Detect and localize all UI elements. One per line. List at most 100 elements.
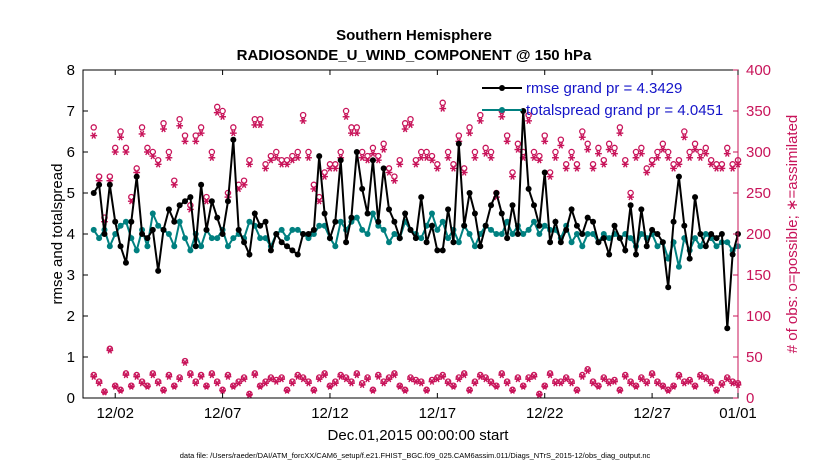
rmse-point — [423, 239, 430, 246]
obs-assimilated-marker — [718, 381, 726, 389]
obs-assimilated-marker — [476, 117, 484, 125]
obs-assimilated-marker — [219, 387, 226, 394]
totalspread-point — [375, 222, 382, 229]
obs-assimilated-marker-stroke — [263, 165, 268, 172]
obs-assimilated-marker-stroke — [263, 379, 268, 387]
obs-assimilated-marker — [401, 125, 409, 133]
obs-assimilated-marker — [294, 154, 302, 162]
totalspread-point — [305, 235, 312, 242]
obs-assimilated-marker — [697, 154, 704, 162]
chart-subtitle: RADIOSONDE_U_WIND_COMPONENT @ 150 hPa — [237, 47, 592, 64]
obs-assimilated-marker-stroke — [139, 130, 145, 138]
totalspread-point — [428, 210, 435, 217]
rmse-point — [643, 243, 650, 250]
totalspread-point — [573, 231, 580, 237]
obs-assimilated-marker — [160, 387, 167, 394]
rmse-point — [606, 251, 613, 258]
rmse-point — [590, 218, 597, 225]
obs-assimilated-marker — [444, 379, 452, 387]
rmse-point — [461, 222, 468, 229]
totalspread-point — [675, 263, 682, 270]
obs-assimilated-marker — [262, 165, 269, 172]
obs-assimilated-marker-stroke — [402, 387, 408, 394]
obs-assimilated-marker — [482, 375, 490, 383]
obs-assimilated-marker — [396, 161, 404, 168]
left-y-axis-label: rmse and totalspread — [49, 164, 66, 305]
obs-assimilated-marker-stroke — [273, 154, 279, 162]
rmse-point — [273, 231, 280, 237]
totalspread-point — [257, 235, 264, 242]
obs-possible-marker — [133, 165, 140, 172]
rmse-point — [541, 169, 548, 176]
obs-possible-marker — [332, 161, 339, 168]
obs-assimilated-marker-stroke — [515, 375, 521, 383]
totalspread-point — [144, 243, 151, 250]
totalspread-point — [316, 222, 323, 229]
rmse-point — [96, 181, 103, 188]
obs-assimilated-marker-stroke — [665, 387, 671, 394]
obs-assimilated-marker — [358, 154, 366, 162]
obs-possible-marker — [192, 132, 199, 139]
rmse-point — [251, 210, 258, 217]
obs-assimilated-marker-stroke — [563, 375, 569, 383]
obs-assimilated-marker — [315, 375, 323, 383]
obs-possible-marker — [144, 382, 151, 389]
obs-possible-marker — [273, 148, 280, 156]
obs-assimilated-marker — [562, 375, 570, 383]
obs-assimilated-marker-stroke — [649, 371, 655, 379]
obs-assimilated-marker-stroke — [177, 122, 182, 130]
rmse-point — [316, 153, 323, 160]
obs-possible-marker — [536, 152, 543, 160]
obs-assimilated-marker — [498, 113, 506, 121]
obs-assimilated-marker-stroke — [241, 181, 247, 189]
obs-assimilated-marker-stroke — [166, 154, 172, 162]
obs-assimilated-marker — [283, 161, 291, 168]
totalspread-point — [455, 239, 462, 246]
obs-assimilated-marker-stroke — [257, 383, 263, 390]
x-axis-ticks: 12/02 12/07 12/12 12/17 12/22 12/27 01/01 — [96, 70, 757, 422]
totalspread-point — [224, 243, 231, 250]
rmse-point — [171, 218, 178, 225]
obs-assimilated-marker-stroke — [247, 161, 252, 168]
obs-assimilated-marker — [144, 383, 151, 390]
obs-assimilated-marker — [611, 378, 618, 385]
obs-possible-marker — [632, 148, 640, 156]
obs-possible-marker — [230, 124, 237, 131]
obs-assimilated-marker-stroke — [644, 379, 650, 387]
obs-assimilated-marker — [605, 146, 613, 153]
obs-assimilated-marker-stroke — [300, 117, 306, 125]
obs-assimilated-marker — [627, 193, 635, 201]
obs-assimilated-marker-stroke — [408, 121, 413, 129]
rmse-point — [573, 222, 580, 229]
rmse-point — [718, 231, 725, 237]
obs-assimilated-marker-stroke — [526, 117, 531, 125]
rmse-point — [257, 222, 264, 229]
totalspread-point — [627, 235, 634, 242]
obs-assimilated-marker-stroke — [96, 379, 102, 387]
obs-possible-marker — [670, 382, 677, 389]
obs-assimilated-marker — [670, 165, 677, 172]
rmse-point — [418, 194, 425, 201]
obs-possible-marker — [106, 173, 114, 180]
rmse-point — [638, 206, 645, 213]
obs-assimilated-marker — [675, 373, 683, 380]
obs-possible-marker — [611, 144, 618, 152]
totalspread-point — [466, 231, 473, 237]
obs-assimilated-marker-stroke — [123, 148, 129, 156]
totalspread-point — [692, 235, 699, 242]
obs-assimilated-marker — [186, 371, 194, 379]
obs-assimilated-marker-stroke — [327, 165, 333, 172]
totalspread-point — [310, 231, 317, 237]
rmse-point — [498, 210, 505, 217]
obs-possible-marker — [622, 156, 629, 164]
obs-assimilated-marker-stroke — [617, 387, 623, 394]
obs-assimilated-marker — [364, 156, 371, 164]
obs-possible-marker — [493, 382, 500, 389]
totalspread-point — [246, 218, 253, 225]
totalspread-point — [278, 226, 285, 233]
obs-assimilated-marker-stroke — [290, 379, 295, 387]
totalspread-point — [579, 243, 586, 250]
obs-possible-marker — [466, 124, 473, 131]
obs-assimilated-marker — [213, 379, 221, 387]
obs-assimilated-marker-stroke — [644, 169, 650, 176]
